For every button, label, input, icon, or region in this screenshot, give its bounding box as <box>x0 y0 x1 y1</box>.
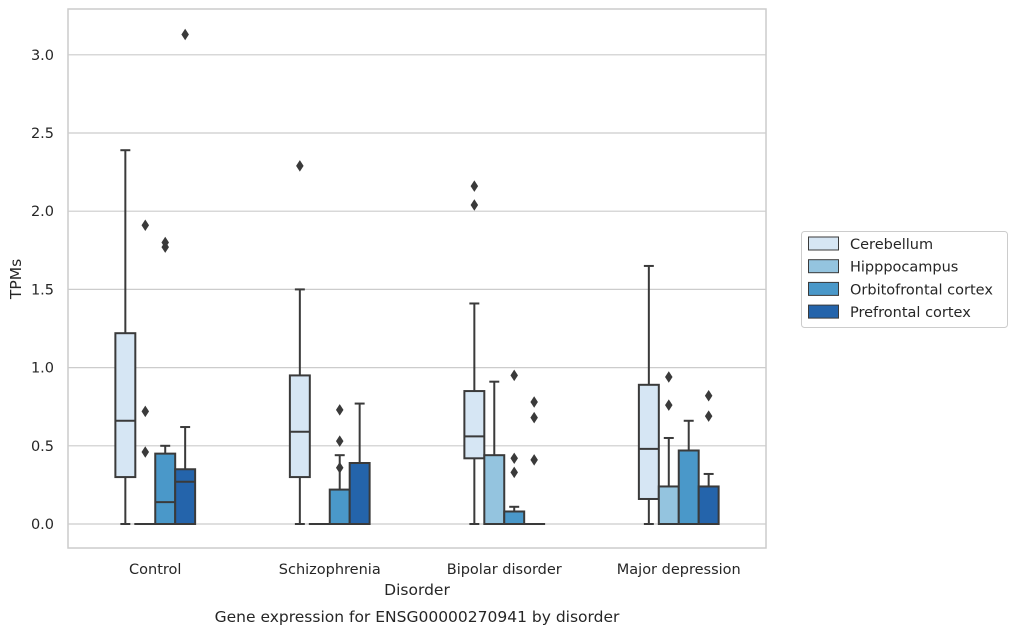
x-tick-label: Control <box>129 562 181 578</box>
outlier-point <box>510 369 518 382</box>
box-group <box>328 404 351 526</box>
y-tick-label: 1.5 <box>31 282 54 298</box>
outlier-point <box>141 219 150 232</box>
box-iqr <box>114 332 137 479</box>
box-iqr <box>483 454 506 525</box>
y-tick-label: 2.5 <box>31 126 54 142</box>
legend-swatch <box>808 304 839 319</box>
box-iqr <box>154 452 177 525</box>
box-group <box>134 219 157 526</box>
legend-frame <box>801 231 1008 328</box>
outlier-point <box>141 405 150 418</box>
y-axis-label: TPMs <box>7 259 25 300</box>
y-tick-label: 3.0 <box>31 48 54 64</box>
y-tick-label: 0.5 <box>31 439 54 455</box>
y-tick-label: 2.0 <box>31 204 54 220</box>
plot-area-frame <box>67 8 767 549</box>
outlier-point <box>704 390 713 402</box>
legend-swatch <box>808 281 839 296</box>
box-group <box>154 236 177 525</box>
box-group <box>677 419 700 526</box>
outlier-point <box>510 452 518 465</box>
box-group <box>523 396 546 526</box>
outlier-point <box>141 446 150 458</box>
x-tick-label: Bipolar disorder <box>447 562 562 578</box>
outlier-point <box>181 28 189 41</box>
box-iqr <box>288 374 311 479</box>
box-iqr <box>348 462 371 525</box>
outlier-point <box>470 180 479 192</box>
x-axis-label: Disorder <box>384 581 450 599</box>
legend-label: Orbitofrontal cortex <box>850 282 993 298</box>
legend: Cerebellum Hipppocampus Orbitofrontal cort… <box>801 231 1008 328</box>
x-tick-label: Major depression <box>617 562 741 578</box>
box-plot-marks <box>114 28 720 526</box>
box-group <box>483 380 506 525</box>
legend-swatch <box>808 259 839 274</box>
box-iqr <box>463 390 486 460</box>
x-axis-ticks: Control Schizophrenia Bipolar disorder Majo… <box>129 562 741 578</box>
box-group <box>463 180 486 525</box>
outlier-point <box>704 410 713 422</box>
outlier-point <box>530 454 538 466</box>
box-group <box>114 149 137 525</box>
legend-swatch <box>808 236 839 251</box>
outlier-point <box>510 466 518 479</box>
box-iqr <box>657 485 680 525</box>
legend-label: Cerebellum <box>850 237 933 253</box>
box-iqr <box>677 449 700 526</box>
outlier-point <box>665 371 673 383</box>
outlier-point <box>335 461 344 474</box>
legend-label: Hipppocampus <box>850 260 958 276</box>
outlier-point <box>335 435 344 447</box>
legend-label: Prefrontal cortex <box>850 305 971 321</box>
outlier-point <box>530 411 538 424</box>
outlier-point <box>161 236 169 249</box>
box-group <box>288 160 311 525</box>
outlier-point <box>665 399 673 411</box>
outlier-point <box>530 396 538 408</box>
box-group <box>503 369 526 526</box>
outlier-point <box>470 199 479 211</box>
y-tick-label: 1.0 <box>31 361 54 377</box>
box-group <box>174 28 197 526</box>
box-group <box>348 402 371 525</box>
box-iqr <box>503 510 526 526</box>
box-iqr <box>697 485 720 525</box>
box-group <box>637 264 660 525</box>
x-tick-label: Schizophrenia <box>279 562 381 578</box>
box-group <box>657 371 680 525</box>
box-group <box>697 390 720 525</box>
box-iqr <box>328 488 351 526</box>
outlier-point <box>296 160 304 172</box>
y-tick-label: 0.0 <box>31 517 54 533</box>
box-iqr <box>637 383 660 500</box>
chart-caption: Gene expression for ENSG00000270941 by d… <box>215 608 620 626</box>
y-axis-ticks: 0.0 0.5 1.0 1.5 2.0 2.5 3.0 <box>31 48 54 533</box>
outlier-point <box>335 404 344 416</box>
box-iqr <box>174 468 197 526</box>
